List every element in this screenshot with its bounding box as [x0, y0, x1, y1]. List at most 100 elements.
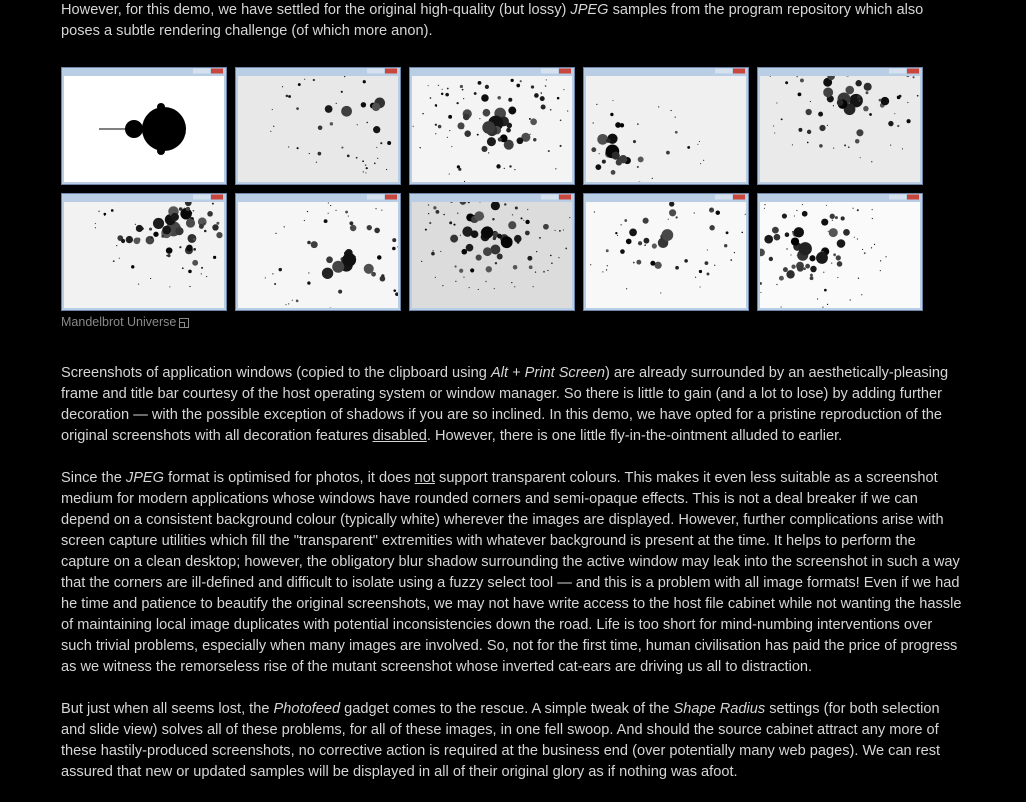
blob: [135, 190, 137, 192]
blob: [275, 232, 277, 234]
blob: [165, 247, 173, 254]
blob: [492, 217, 495, 221]
blob: [791, 264, 796, 269]
blob: [364, 164, 367, 166]
blob: [371, 271, 376, 277]
blob: [281, 86, 284, 88]
blob: [405, 220, 406, 221]
blob: [161, 234, 165, 238]
blob: [264, 277, 266, 279]
blob: [907, 101, 909, 104]
blob: [347, 215, 349, 217]
blob: [901, 148, 904, 150]
blob: [327, 202, 329, 204]
blob: [153, 231, 159, 237]
blob: [871, 161, 873, 163]
blob: [786, 248, 788, 250]
blob: [823, 271, 825, 273]
thumbnail[interactable]: [409, 67, 581, 186]
blob: [856, 129, 864, 137]
thumbnail[interactable]: [61, 167, 263, 311]
screen: [586, 76, 746, 182]
blob: [695, 186, 698, 189]
blob: [192, 259, 199, 266]
cardioid: [142, 107, 186, 151]
text: not: [414, 470, 435, 486]
blob: [751, 225, 752, 226]
blob: [297, 83, 301, 87]
blob: [810, 265, 817, 273]
thumbnail[interactable]: [716, 188, 923, 311]
blob: [559, 230, 561, 232]
blob: [485, 280, 487, 283]
blob: [615, 231, 618, 235]
blob: [837, 276, 839, 279]
blob: [408, 248, 409, 249]
thumbnail[interactable]: [582, 175, 753, 311]
blob: [862, 248, 864, 251]
blob: [523, 219, 525, 221]
blob: [458, 167, 462, 171]
blob: [473, 92, 477, 95]
blob: [694, 276, 697, 278]
blob: [308, 152, 310, 155]
blob: [793, 215, 796, 217]
blob: [497, 95, 501, 100]
screen: [238, 76, 398, 182]
thumbnail[interactable]: [61, 67, 227, 185]
blob: [306, 210, 309, 213]
thumbnail[interactable]: [405, 170, 575, 311]
blob: [189, 211, 193, 215]
thumbnail[interactable]: [235, 67, 438, 185]
thumbnail[interactable]: [235, 193, 433, 314]
blob: [551, 262, 553, 265]
screen: [238, 202, 398, 308]
blob: [120, 188, 121, 189]
blob: [525, 219, 530, 225]
blob: [371, 102, 381, 112]
blob: [760, 291, 762, 294]
blob: [118, 257, 120, 259]
blob: [751, 237, 752, 238]
blob: [888, 120, 894, 127]
blob: [714, 264, 716, 266]
blob: [453, 223, 456, 226]
blob: [467, 202, 470, 204]
blob: [446, 87, 449, 90]
blob: [529, 133, 531, 135]
blob: [527, 208, 529, 211]
blob: [94, 222, 96, 225]
blob: [502, 124, 505, 127]
blob: [296, 107, 299, 110]
blob: [514, 286, 516, 288]
thumbnail[interactable]: [541, 67, 749, 211]
blob: [536, 251, 538, 253]
blob: [188, 269, 192, 274]
blob: [784, 232, 790, 237]
blob: [512, 264, 518, 270]
blob: [283, 226, 285, 228]
thumbnail[interactable]: [757, 67, 932, 185]
blob: [461, 88, 464, 91]
blob: [175, 227, 184, 236]
blob: [205, 187, 209, 191]
blob: [349, 221, 354, 226]
blob: [459, 202, 467, 205]
blob: [801, 203, 804, 206]
blob: [675, 265, 679, 270]
blob: [760, 248, 765, 257]
link[interactable]: disabled: [372, 428, 427, 444]
blob: [406, 224, 407, 225]
screen: [64, 202, 224, 308]
blob: [135, 224, 143, 233]
blob: [703, 159, 705, 161]
blob: [432, 250, 434, 252]
blob: [346, 154, 350, 158]
blob: [768, 256, 774, 262]
blob: [362, 80, 366, 84]
blob: [524, 230, 530, 236]
blob: [853, 236, 855, 238]
caption[interactable]: Mandelbrot Universe: [61, 315, 190, 329]
blob: [445, 92, 449, 97]
fractal: [412, 78, 569, 182]
